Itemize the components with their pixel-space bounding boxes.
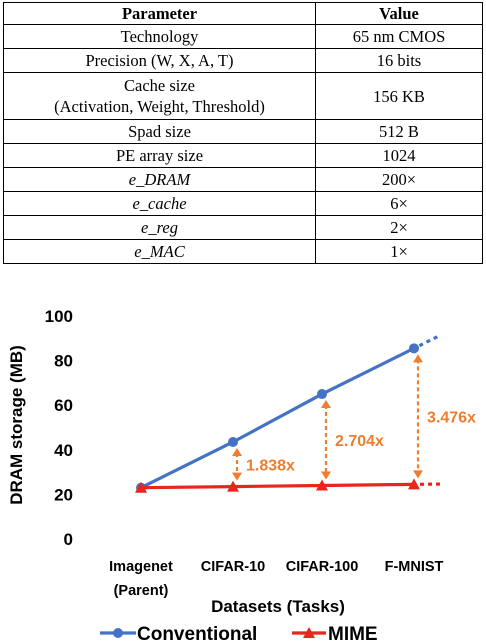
y-tick-label: 0 [64, 530, 73, 549]
table-cell-value: 1× [315, 239, 483, 264]
table-cell-value: 1024 [315, 143, 483, 168]
y-axis: 0 20 40 60 80 100 [45, 307, 73, 549]
table-row: e_MAC 1× [3, 239, 483, 264]
table-cell-parameter: Technology [3, 24, 316, 49]
table-cell-parameter: Cache size (Activation, Weight, Threshol… [3, 72, 316, 120]
x-tick-label: Imagenet [109, 559, 173, 575]
table-cell-parameter: Precision (W, X, A, T) [3, 48, 316, 73]
annotation-arrowhead-up [232, 447, 242, 456]
data-point [408, 478, 420, 490]
table-row: Spad size 512 B [3, 119, 483, 144]
table-cell-value: 65 nm CMOS [315, 24, 483, 49]
legend-label-conventional: Conventional [137, 624, 257, 642]
x-axis-label: Datasets (Tasks) [211, 597, 345, 616]
table-cell-parameter: e_cache [3, 191, 316, 216]
legend-label-mime: MIME [328, 624, 378, 642]
table-cell-value: 6× [315, 191, 483, 216]
x-tick-label: F-MNIST [385, 559, 444, 575]
table-header-parameter: Parameter [3, 2, 316, 25]
annotation-label: 3.476x [427, 409, 476, 426]
table-row: Precision (W, X, A, T) 16 bits [3, 48, 483, 73]
x-tick-label: CIFAR-100 [286, 559, 359, 575]
table-cell-value: 2× [315, 215, 483, 240]
table-header-value: Value [315, 2, 483, 25]
annotation-arrowhead-down [321, 471, 331, 480]
y-tick-label: 20 [54, 485, 73, 504]
table-cell-value: 156 KB [315, 72, 483, 120]
table-header-row: Parameter Value [3, 2, 483, 25]
x-tick-label: (Parent) [114, 583, 169, 599]
dram-storage-chart: 0 20 40 60 80 100 Imagenet (Parent) CIFAR-10 CIF… [7, 307, 476, 642]
table-row: Cache size (Activation, Weight, Threshol… [3, 72, 483, 120]
annotation-arrowhead-down [232, 472, 242, 481]
annotation-label: 2.704x [335, 433, 384, 450]
table-cell-parameter: e_MAC [3, 239, 316, 264]
y-tick-label: 80 [54, 352, 73, 371]
legend-marker-mime [303, 627, 315, 638]
data-point [316, 479, 328, 491]
table-row: Technology 65 nm CMOS [3, 24, 483, 49]
y-tick-label: 100 [45, 307, 73, 326]
annotation-arrowhead-down [413, 470, 423, 479]
table-row: PE array size 1024 [3, 143, 483, 168]
table-cell-value: 16 bits [315, 48, 483, 73]
table-cell-parameter: e_DRAM [3, 167, 316, 192]
data-point [227, 480, 239, 492]
x-tick-label: CIFAR-10 [201, 559, 265, 575]
series-layer [135, 334, 443, 493]
annotation-arrowhead-up [321, 400, 331, 409]
series-line-conventional [140, 346, 415, 490]
chart-legend: Conventional MIME [100, 624, 378, 642]
data-point [228, 436, 238, 447]
table-cell-parameter-line1: Cache size [123, 76, 195, 95]
table-row: e_DRAM 200× [3, 167, 483, 192]
table-row: e_cache 6× [3, 191, 483, 216]
parameter-table: Parameter Value Technology 65 nm CMOS Pr… [3, 2, 483, 264]
table-cell-value: 512 B [315, 119, 483, 144]
y-tick-label: 60 [54, 396, 73, 415]
annotation-label: 1.838x [246, 457, 295, 474]
table-cell-parameter: Spad size [3, 119, 316, 144]
y-tick-label: 40 [54, 441, 73, 460]
table-cell-value: 200× [315, 167, 483, 192]
annotation-arrowhead-up [413, 354, 423, 363]
legend-marker-conventional [113, 628, 123, 638]
table-cell-parameter-line2: (Activation, Weight, Threshold) [54, 97, 265, 116]
x-axis: Imagenet (Parent) CIFAR-10 CIFAR-100 F-MNIST [109, 559, 443, 599]
series-continuation [418, 334, 440, 348]
data-point [409, 343, 419, 354]
table-row: e_reg 2× [3, 215, 483, 240]
series-line-mime [140, 482, 415, 490]
table-cell-parameter: e_reg [3, 215, 316, 240]
data-point [317, 389, 327, 400]
y-axis-label: DRAM storage (MB) [7, 345, 26, 505]
data-point [135, 481, 147, 493]
ratio-annotations: 1.838x 2.704x 3.476x [232, 354, 476, 481]
table-cell-parameter: PE array size [3, 143, 316, 168]
